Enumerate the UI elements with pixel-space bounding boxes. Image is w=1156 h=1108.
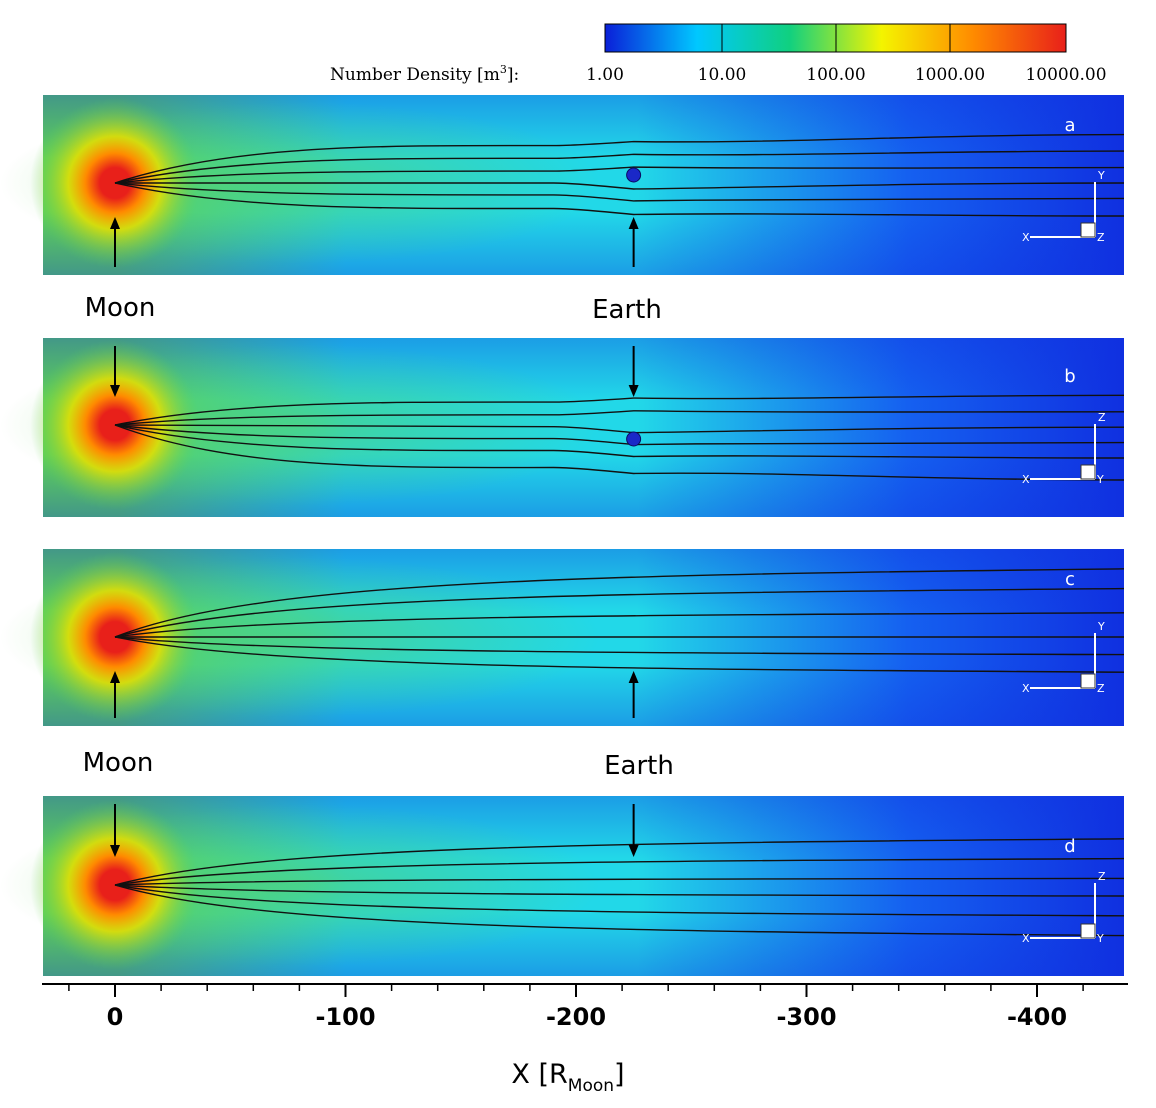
triad-n-label: Y <box>1096 473 1104 486</box>
moon-label: Moon <box>83 748 154 778</box>
colorbar-tick-label: 10.00 <box>698 65 747 85</box>
axis-triad: X Z Y <box>1022 870 1106 945</box>
triad-box <box>1080 673 1096 689</box>
streamline <box>114 587 1125 638</box>
x-tick-label: 0 <box>107 1003 124 1031</box>
triad-h-label: X <box>1022 231 1030 244</box>
earth-label: Earth <box>592 295 662 325</box>
earth-marker <box>626 167 642 183</box>
streamline <box>114 568 1125 638</box>
streamline <box>114 884 1125 897</box>
axis-triad: X Y Z <box>1022 169 1105 244</box>
triad-box <box>1080 222 1096 238</box>
triad-h-label: X <box>1022 682 1030 695</box>
axis-triad: X Y Z <box>1022 620 1105 695</box>
colorbar-title: Number Density [m3]: <box>330 63 519 85</box>
panel-a: a X Y Z <box>0 95 1125 275</box>
streamline <box>114 424 1125 481</box>
streamline <box>114 394 1125 426</box>
streamline <box>114 133 1125 184</box>
streamline <box>114 838 1125 886</box>
streamline <box>115 182 1125 190</box>
colorbar-tick-label: 10000.00 <box>1025 65 1106 85</box>
colorbar-tick-label: 1.00 <box>586 65 624 85</box>
moon-pointer-arrow-head <box>110 385 120 397</box>
streamline <box>114 150 1125 184</box>
moon-pointer-arrow-head <box>110 845 120 857</box>
streamline <box>114 877 1125 886</box>
triad-box <box>1080 923 1096 939</box>
streamline <box>114 424 1125 446</box>
panel-letter: c <box>1065 569 1075 590</box>
triad-v-label: Y <box>1097 169 1105 182</box>
triad-box <box>1080 464 1096 480</box>
earth-pointer-arrow-head <box>628 217 639 229</box>
earth-pointer-arrow-head <box>628 845 639 857</box>
x-tick-label: -100 <box>315 1003 375 1031</box>
x-axis: 0 -100 -200 -300 -400 <box>42 983 1128 1031</box>
streamline <box>114 182 1125 217</box>
triad-n-label: Z <box>1097 231 1105 244</box>
streamline <box>114 636 1125 673</box>
triad-v-label: Y <box>1097 620 1105 633</box>
streamline <box>114 636 1125 656</box>
triad-h-label: X <box>1022 473 1030 486</box>
panel-d: d X Z Y <box>0 796 1125 976</box>
panel-letter: b <box>1064 366 1075 387</box>
earth-pointer-arrow-head <box>628 671 639 683</box>
x-tick-label: -400 <box>1007 1003 1067 1031</box>
panels: a X Y Zb X Z Yc X Y Zd X Z Y <box>0 95 1125 976</box>
moon-pointer-arrow-head <box>110 217 120 229</box>
streamline <box>114 884 1125 937</box>
moon-pointer-arrow-head <box>110 671 120 683</box>
axis-triad: X Z Y <box>1022 411 1106 486</box>
triad-h-label: X <box>1022 932 1030 945</box>
panel-letter: d <box>1064 836 1075 857</box>
triad-v-label: Z <box>1098 411 1106 424</box>
colorbar: Number Density [m3]: 1.00 10.00 100.00 1… <box>330 23 1107 85</box>
x-tick-label: -200 <box>546 1003 606 1031</box>
triad-n-label: Y <box>1096 932 1104 945</box>
moon-label: Moon <box>85 293 156 323</box>
panel-letter: a <box>1064 115 1075 136</box>
colorbar-tick-label: 1000.00 <box>915 65 985 85</box>
streamline <box>114 410 1125 426</box>
earth-pointer-arrow-head <box>628 385 639 397</box>
triad-n-label: Z <box>1097 682 1105 695</box>
streamline <box>114 884 1125 917</box>
earth-label: Earth <box>604 751 674 781</box>
colorbar-tick-label: 100.00 <box>806 65 865 85</box>
panel-b: b X Z Y <box>0 338 1125 517</box>
x-tick-label: -300 <box>776 1003 836 1031</box>
streamline <box>114 612 1125 638</box>
streamline <box>114 857 1125 886</box>
x-axis-title: X [RMoon] <box>511 1059 624 1096</box>
streamline <box>114 166 1125 184</box>
streamline <box>114 182 1125 202</box>
panel-c: c X Y Z <box>0 549 1125 726</box>
earth-marker <box>626 431 642 447</box>
streamline <box>114 424 1125 459</box>
triad-v-label: Z <box>1098 870 1106 883</box>
